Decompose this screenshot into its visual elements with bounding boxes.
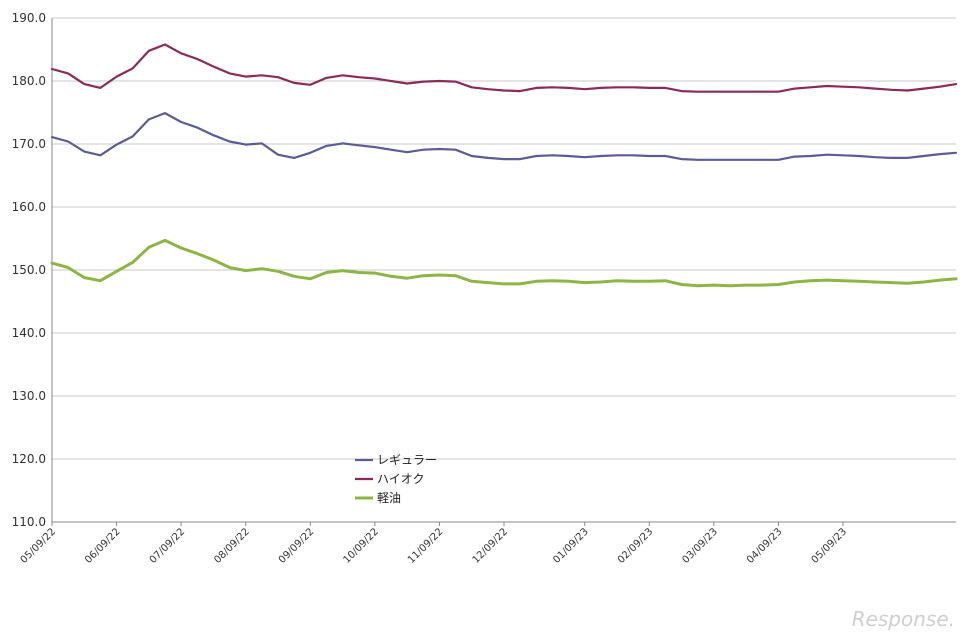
series-line-regular xyxy=(50,111,958,161)
grid-lines xyxy=(52,17,956,523)
watermark-text: Response. xyxy=(852,607,955,631)
y-tick-label: 160.0 xyxy=(12,200,46,214)
y-tick-label: 180.0 xyxy=(12,74,46,88)
x-tick-label: 05/09/23 xyxy=(810,526,850,566)
x-tick-label: 11/09/22 xyxy=(406,526,446,566)
y-tick-label: 140.0 xyxy=(12,326,46,340)
x-tick-label: 05/09/22 xyxy=(19,526,59,566)
y-tick-labels: 110.0 120.0 130.0 140.0 150.0 160.0 170.0 180.0… xyxy=(12,11,46,529)
x-tick-label: 06/09/22 xyxy=(83,526,123,566)
x-tick-labels: 05/09/22 06/09/22 07/09/22 08/09/22 09/09/22… xyxy=(19,526,850,566)
x-tick-label: 01/09/23 xyxy=(551,526,591,566)
x-tick-label: 02/09/23 xyxy=(616,526,656,566)
x-tick-label: 04/09/23 xyxy=(745,526,785,566)
x-tick-label: 07/09/22 xyxy=(148,526,188,566)
x-tick-label: 09/09/22 xyxy=(277,526,317,566)
x-tick-label: 08/09/22 xyxy=(212,526,252,566)
y-tick-label: 170.0 xyxy=(12,137,46,151)
y-tick-label: 190.0 xyxy=(12,11,46,25)
series-lines xyxy=(50,43,958,288)
x-tick-label: 12/09/22 xyxy=(471,526,511,566)
series-line-high_octane xyxy=(50,43,958,93)
series-line-diesel xyxy=(50,238,958,288)
watermark: Response. xyxy=(852,607,955,631)
y-tick-label: 120.0 xyxy=(12,452,46,466)
legend-label-diesel: 軽油 xyxy=(377,491,401,505)
y-tick-label: 110.0 xyxy=(12,515,46,529)
y-tick-label: 130.0 xyxy=(12,389,46,403)
y-tick-label: 150.0 xyxy=(12,263,46,277)
x-tick-label: 03/09/23 xyxy=(680,526,720,566)
legend-label-high_octane: ハイオク xyxy=(377,472,425,486)
legend-label-regular: レギュラー xyxy=(377,453,437,467)
axes xyxy=(51,18,956,526)
x-tick-label: 10/09/22 xyxy=(341,526,381,566)
